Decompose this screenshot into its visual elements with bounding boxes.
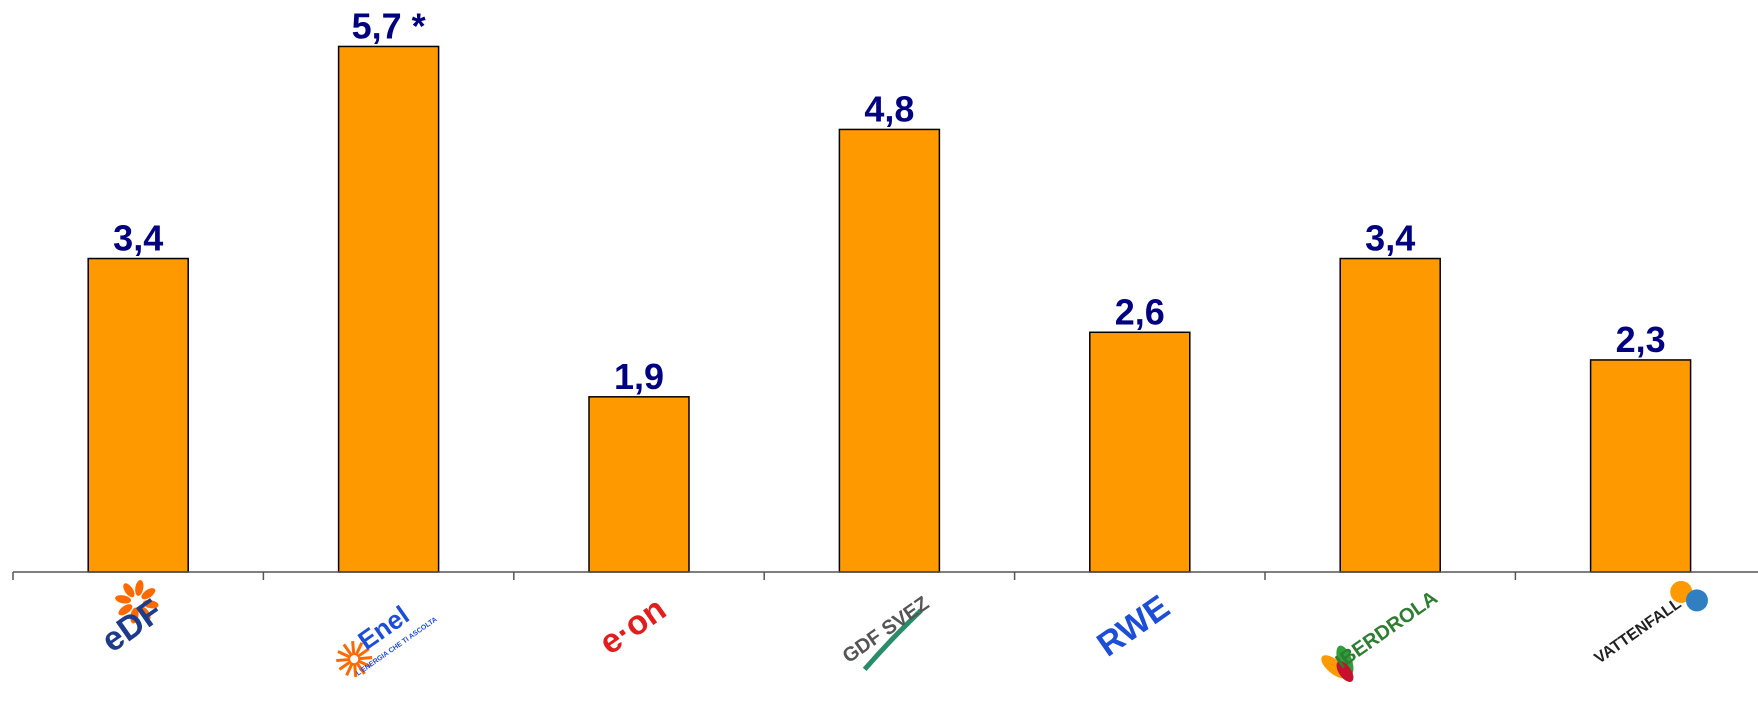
logo-text: IBERDROLA <box>1332 587 1442 673</box>
bar-edf <box>87 257 189 573</box>
data-label: 3,4 <box>1365 218 1415 259</box>
vattenfall-swirl-icon <box>1670 580 1708 612</box>
sunburst-icon <box>115 580 159 624</box>
gdf-suez-logo: GDF SVEZ <box>839 592 934 672</box>
vattenfall-logo: VATTENFALL <box>1592 580 1708 667</box>
data-label: 3,4 <box>113 218 163 259</box>
logo-text: e·on <box>592 590 673 662</box>
iberdrola-logo: IBERDROLA <box>1321 587 1442 682</box>
eon-logo: e·on <box>592 590 673 662</box>
logo-text: VATTENFALL <box>1592 595 1685 667</box>
data-label: 2,3 <box>1616 319 1666 360</box>
bar-enel <box>337 45 440 573</box>
data-label: 4,8 <box>864 88 914 129</box>
sun-rays-icon <box>336 641 373 678</box>
edf-logo: eDF <box>95 580 169 660</box>
logo-text: eDF <box>95 592 169 660</box>
bar-vattenfall <box>1589 359 1692 573</box>
x-axis <box>12 571 1758 580</box>
rwe-logo: RWE <box>1090 588 1176 664</box>
logo-text: RWE <box>1090 588 1176 664</box>
bar-rwe <box>1089 331 1191 573</box>
data-labels-group: 3,4 5,7 * 1,9 4,8 2,6 3,4 2,3 <box>113 5 1665 396</box>
bar-e-on <box>588 396 690 573</box>
data-label: 2,6 <box>1115 291 1165 332</box>
wave-icon <box>862 608 923 672</box>
logo-text: Enel <box>352 600 414 656</box>
bars-group <box>87 45 1692 573</box>
data-label: 5,7 * <box>352 5 426 46</box>
bar-iberdrola <box>1339 257 1441 573</box>
bar-gdf-suez <box>838 128 941 573</box>
data-label: 1,9 <box>614 356 664 397</box>
logo-text: GDF SVEZ <box>839 592 934 667</box>
leaves-icon <box>1321 645 1354 682</box>
